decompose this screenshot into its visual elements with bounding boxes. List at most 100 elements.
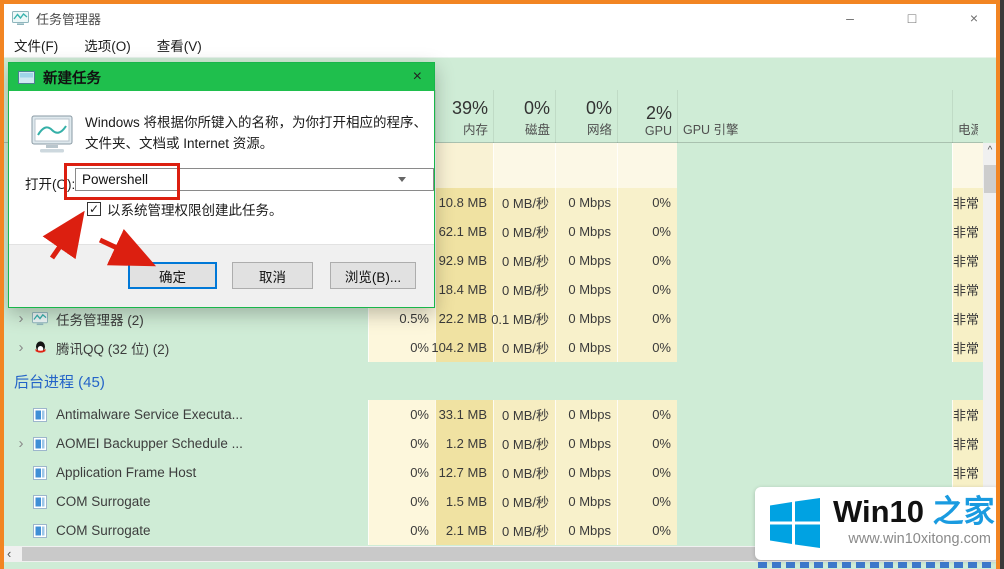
network-value: 0 Mbps [555, 217, 617, 246]
cpu-value: 0% [368, 516, 435, 545]
menu-options[interactable]: 选项(O) [84, 38, 131, 54]
admin-checkbox[interactable]: ✓ [87, 202, 101, 216]
power-value: 非常 [952, 429, 983, 458]
gpu-value: 0% [617, 458, 677, 487]
disk-value: 0 MB/秒 [493, 188, 555, 217]
open-label: 打开(O): [25, 177, 76, 192]
cropped-watermark-text [758, 562, 998, 568]
horizontal-scrollbar[interactable]: ‹ [4, 546, 996, 562]
memory-value: 33.1 MB [435, 400, 493, 429]
process-name: 任务管理器 (2) [56, 312, 144, 328]
browse-button[interactable]: 浏览(B)... [330, 262, 416, 289]
network-value: 0 Mbps [555, 188, 617, 217]
bottom-strip [4, 562, 996, 569]
memory-value: 1.2 MB [435, 429, 493, 458]
dialog-title-bar[interactable]: 新建任务 × [9, 63, 434, 91]
column-memory[interactable]: 39% 内存 [435, 90, 493, 143]
section-background-processes[interactable]: 后台进程 (45) [14, 373, 105, 391]
network-value: 0 Mbps [555, 458, 617, 487]
gpu-value: 0% [617, 188, 677, 217]
horizontal-scroll-thumb[interactable] [22, 547, 944, 561]
generic-app-icon [30, 436, 50, 451]
close-button[interactable]: × [969, 10, 979, 26]
table-row-task-manager[interactable]: › 任务管理器 (2) 0.5% 22.2 MB 0.1 MB/秒 0 Mbps… [4, 304, 983, 333]
disk-value: 0 MB/秒 [493, 333, 555, 362]
table-row-qq[interactable]: › 腾讯QQ (32 位) (2) 0% 104.2 MB 0 MB/秒 0 M… [4, 333, 983, 362]
win10-home-watermark: Win10 之家 www.win10xitong.com [755, 487, 1000, 560]
gpu-value: 0% [617, 275, 677, 304]
cancel-button[interactable]: 取消 [232, 262, 313, 289]
menu-view[interactable]: 查看(V) [156, 38, 202, 54]
process-name: 腾讯QQ (32 位) (2) [56, 341, 170, 357]
process-name: Application Frame Host [56, 465, 197, 480]
header-divider [4, 142, 983, 143]
network-value: 0 Mbps [555, 304, 617, 333]
process-name: COM Surrogate [56, 494, 151, 509]
chevron-right-icon[interactable]: › [18, 310, 24, 327]
memory-value: 18.4 MB [435, 275, 493, 304]
table-header: 39% 内存 0% 磁盘 0% 网络 2% GPU GPU 引擎 电源使 [4, 90, 983, 143]
task-manager-icon [12, 10, 29, 25]
generic-app-icon [30, 465, 50, 480]
frame-border [1000, 0, 1004, 569]
gpu-value: 0% [617, 516, 677, 545]
ok-button[interactable]: 确定 [128, 262, 217, 289]
column-power[interactable]: 电源使 [952, 90, 983, 143]
open-input[interactable] [75, 168, 434, 191]
window-title: 任务管理器 [36, 11, 102, 27]
menu-bar: 文件(F) 选项(O) 查看(V) [4, 32, 996, 58]
chevron-right-icon[interactable]: › [18, 339, 24, 356]
generic-app-icon [30, 494, 50, 509]
combo-dropdown-icon[interactable] [398, 177, 406, 182]
table-row[interactable]: Antimalware Service Executa... 0% 33.1 M… [4, 400, 983, 429]
watermark-title-cn: 之家 [932, 494, 995, 529]
disk-value: 0 MB/秒 [493, 275, 555, 304]
column-disk[interactable]: 0% 磁盘 [493, 90, 555, 143]
gpu-value: 0% [617, 429, 677, 458]
table-row[interactable]: Application Frame Host 0% 12.7 MB 0 MB/秒… [4, 458, 983, 487]
column-gpu-engine[interactable]: GPU 引擎 [677, 90, 952, 143]
dialog-title: 新建任务 [43, 70, 101, 87]
minimize-button[interactable]: – [846, 10, 854, 26]
vertical-scroll-thumb[interactable] [984, 165, 996, 193]
generic-app-icon [30, 407, 50, 422]
column-gpu[interactable]: 2% GPU [617, 90, 677, 143]
vertical-scrollbar[interactable]: ^ [983, 143, 997, 546]
scroll-left-icon[interactable]: ‹ [7, 546, 12, 561]
scroll-up-icon[interactable]: ^ [987, 145, 993, 156]
task-manager-icon [30, 311, 50, 326]
dialog-close-icon[interactable]: × [412, 68, 422, 85]
power-value: 非常 [952, 246, 983, 275]
disk-value: 0 MB/秒 [493, 400, 555, 429]
dialog-description: Windows 将根据你所键入的名称，为你打开相应的程序、文件夹、文档或 Int… [85, 115, 428, 151]
table-row[interactable]: 62.1 MB 0 MB/秒 0 Mbps 0% 非常 [4, 217, 983, 246]
gpu-value: 0% [617, 400, 677, 429]
maximize-button[interactable]: □ [907, 10, 917, 26]
menu-file[interactable]: 文件(F) [14, 38, 59, 54]
power-value: 非常 [952, 400, 983, 429]
annotation-red-rectangle [64, 163, 180, 200]
disk-value: 0 MB/秒 [493, 217, 555, 246]
process-name: COM Surrogate [56, 523, 151, 538]
windows-flag-icon [770, 498, 820, 548]
table-row[interactable]: › AOMEI Backupper Schedule ... 0% 1.2 MB… [4, 429, 983, 458]
generic-app-icon [30, 523, 50, 538]
memory-value: 1.5 MB [435, 487, 493, 516]
disk-value: 0 MB/秒 [493, 516, 555, 545]
computer-icon [31, 115, 73, 153]
network-value: 0 Mbps [555, 275, 617, 304]
gpu-value: 0% [617, 487, 677, 516]
chevron-right-icon[interactable]: › [18, 435, 24, 452]
disk-value: 0 MB/秒 [493, 487, 555, 516]
admin-checkbox-label: 以系统管理权限创建此任务。 [107, 203, 283, 218]
gpu-value: 0% [617, 304, 677, 333]
dialog-footer: 确定 取消 浏览(B)... [9, 244, 434, 307]
cpu-value: 0% [368, 458, 435, 487]
watermark-title: Win10 [833, 494, 925, 529]
cpu-value: 0.5% [368, 304, 435, 333]
table-row[interactable]: 92.9 MB 0 MB/秒 0 Mbps 0% 非常 [4, 246, 983, 275]
column-network[interactable]: 0% 网络 [555, 90, 617, 143]
title-bar[interactable]: 任务管理器 – □ × [4, 4, 996, 32]
watermark-url: www.win10xitong.com [848, 531, 991, 548]
